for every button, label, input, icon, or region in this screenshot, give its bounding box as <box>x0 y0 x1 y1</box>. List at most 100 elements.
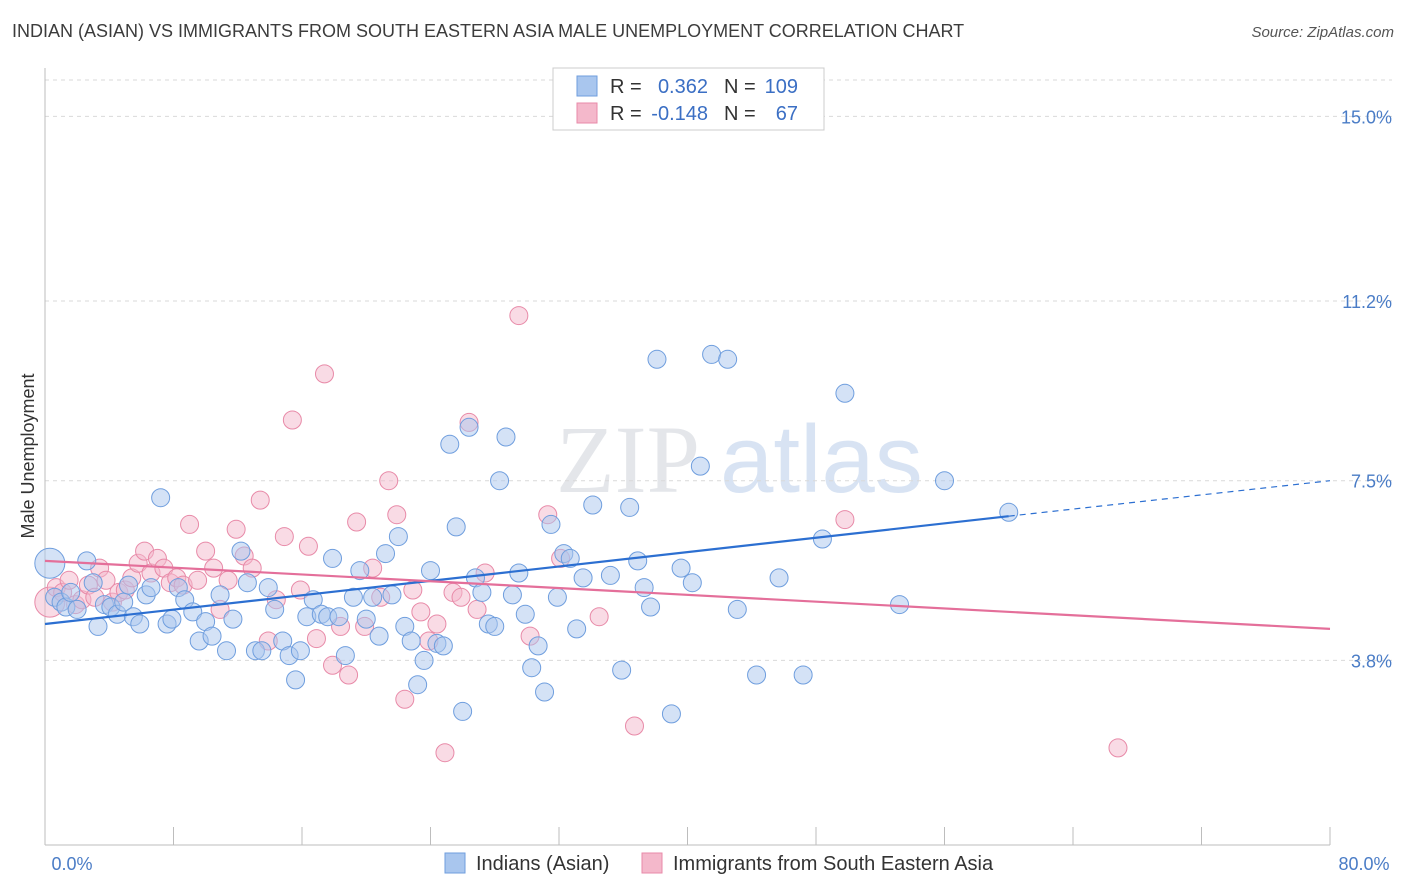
point-indians <box>323 548 343 568</box>
point-indians <box>485 616 505 636</box>
point-indians <box>620 497 640 517</box>
point-immigrants <box>188 570 208 590</box>
point-indians <box>414 650 434 670</box>
point-indians <box>237 573 257 593</box>
point-indians <box>573 568 593 588</box>
point-indians <box>401 631 421 651</box>
point-indians <box>890 595 910 615</box>
point-indians <box>496 427 516 447</box>
point-indians <box>408 675 428 695</box>
stats-legend-n-label-1: N = <box>724 76 756 98</box>
stats-legend-box <box>552 67 825 131</box>
point-indians <box>628 551 648 571</box>
stats-legend-r-label-1: R = <box>610 76 642 98</box>
point-indians <box>502 585 522 605</box>
point-indians <box>356 609 376 629</box>
y-tick-labels: 3.8% 7.5% 11.2% 15.0% <box>1341 107 1392 671</box>
point-indians <box>641 597 661 617</box>
series-immigrants-points <box>34 306 1128 763</box>
point-immigrants <box>204 558 224 578</box>
trend-line-indians <box>44 515 1009 626</box>
point-immigrants <box>451 587 471 607</box>
trend-lines <box>44 480 1331 630</box>
point-indians <box>350 561 370 581</box>
stats-legend-r-label-2: R = <box>610 103 642 125</box>
point-immigrants <box>435 743 455 763</box>
point-immigrants <box>226 519 246 539</box>
series-legend: Indians (Asian) Immigrants from South Ea… <box>444 852 994 875</box>
chart-title: INDIAN (ASIAN) VS IMMIGRANTS FROM SOUTH … <box>12 21 965 41</box>
point-indians <box>583 495 603 515</box>
point-indians <box>210 585 230 605</box>
point-indians <box>258 578 278 598</box>
axes <box>44 68 1331 846</box>
x-tick-label-min: 0.0% <box>51 854 92 874</box>
point-indians <box>290 641 310 661</box>
point-immigrants <box>624 716 644 736</box>
point-immigrants <box>314 364 334 384</box>
watermark: ZIP atlas <box>556 406 923 513</box>
point-indians <box>690 456 710 476</box>
point-indians <box>141 578 161 598</box>
point-indians <box>162 609 182 629</box>
point-indians <box>459 417 479 437</box>
point-indians <box>376 544 396 564</box>
point-immigrants <box>323 655 343 675</box>
point-indians <box>999 502 1019 522</box>
point-indians <box>769 568 789 588</box>
stats-legend-r-value-2: -0.148 <box>651 103 708 125</box>
point-indians <box>369 626 389 646</box>
point-indians <box>382 585 402 605</box>
point-immigrants <box>1108 738 1128 758</box>
point-indians <box>252 641 272 661</box>
point-indians <box>528 636 548 656</box>
y-tick-label: 11.2% <box>1342 292 1392 312</box>
x-tick-label-max: 80.0% <box>1338 854 1389 874</box>
point-indians <box>935 471 954 491</box>
point-indians <box>661 704 681 724</box>
point-indians <box>612 660 632 680</box>
point-indians <box>453 701 473 721</box>
point-indians <box>727 599 747 619</box>
stats-legend-r-value-1: 0.362 <box>658 76 708 98</box>
point-immigrants <box>835 510 855 530</box>
stats-legend-n-label-2: N = <box>724 103 756 125</box>
point-indians <box>77 551 97 571</box>
point-indians <box>515 604 535 624</box>
point-indians <box>67 599 87 619</box>
point-immigrants <box>282 410 302 430</box>
point-indians <box>522 658 542 678</box>
point-indians <box>151 488 171 508</box>
point-immigrants <box>306 629 326 649</box>
point-indians <box>560 548 580 568</box>
series-legend-label-indians: Indians (Asian) <box>476 853 609 875</box>
point-indians <box>541 514 561 534</box>
point-indians <box>600 565 620 585</box>
point-immigrants <box>347 512 367 532</box>
point-indians <box>329 607 349 627</box>
point-indians <box>472 582 492 602</box>
point-immigrants <box>589 607 609 627</box>
point-immigrants <box>509 306 529 326</box>
point-indians <box>217 641 237 661</box>
point-indians <box>231 541 251 561</box>
point-indians <box>547 587 567 607</box>
series-legend-swatch-immigrants <box>641 852 663 874</box>
point-indians <box>286 670 306 690</box>
point-indians <box>446 517 466 537</box>
point-indians <box>793 665 813 685</box>
point-indians <box>509 563 529 583</box>
point-indians <box>647 349 667 369</box>
stats-legend-n-value-2: 67 <box>776 103 798 125</box>
point-immigrants <box>339 665 359 685</box>
y-tick-label: 7.5% <box>1351 472 1392 492</box>
point-indians <box>363 587 383 607</box>
series-legend-label-immigrants: Immigrants from South Eastern Asia <box>673 853 994 875</box>
point-immigrants <box>411 602 431 622</box>
point-indians <box>61 582 81 602</box>
watermark-zip: ZIP <box>556 406 700 513</box>
point-immigrants <box>427 614 447 634</box>
trend-line-indians-extension <box>1008 480 1331 517</box>
point-indians <box>202 626 222 646</box>
